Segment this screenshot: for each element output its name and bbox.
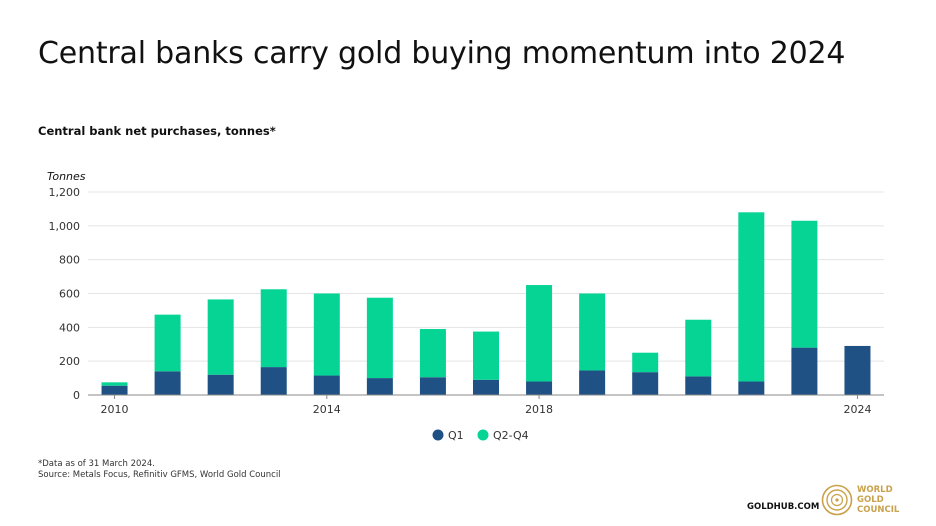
logo-line-1: WORLD	[857, 485, 893, 495]
x-tick-label: 2018	[525, 403, 553, 416]
bar-q1-2024	[844, 345, 871, 395]
logo-line-2: GOLD	[857, 495, 884, 505]
bar-q2-q4-2020	[632, 352, 659, 373]
bar-q2-q4-2010	[101, 382, 128, 386]
logo-line-3: COUNCIL	[857, 505, 900, 515]
legend-label: Q1	[448, 429, 464, 442]
bar-q1-2021	[685, 376, 712, 395]
footnote-date: *Data as of 31 March 2024.	[38, 459, 155, 469]
x-tick-label: 2010	[101, 403, 129, 416]
bar-q2-q4-2018	[526, 285, 553, 382]
y-tick-label: 400	[59, 321, 80, 334]
bar-q2-q4-2011	[154, 314, 181, 372]
bar-q1-2023	[791, 347, 818, 395]
bar-q2-q4-2015	[366, 297, 393, 379]
y-axis-ticks: 0 200 400 600 800 1,000 1,200	[49, 186, 81, 402]
bar-q1-2020	[632, 372, 659, 395]
bar-q2-q4-2013	[260, 289, 287, 368]
y-axis-unit-label: Tonnes	[47, 170, 86, 183]
x-axis-ticks: 2010 2014 2018 2024	[101, 395, 871, 416]
legend: Q1 Q2-Q4	[432, 429, 529, 442]
y-tick-label: 1,000	[49, 220, 81, 233]
world-gold-council-wordmark: WORLD GOLD COUNCIL	[857, 485, 899, 515]
bar-q1-2010	[101, 385, 128, 395]
bar-q1-2012	[207, 374, 234, 395]
x-tick-label: 2014	[313, 403, 341, 416]
bar-q2-q4-2012	[207, 299, 234, 375]
x-tick-label: 2024	[843, 403, 871, 416]
footnote-source: Source: Metals Focus, Refinitiv GFMS, Wo…	[38, 470, 281, 480]
bar-q2-q4-2023	[791, 220, 818, 348]
bar-q1-2018	[526, 381, 553, 395]
chart-subtitle: Central bank net purchases, tonnes*	[38, 124, 276, 138]
bar-q2-q4-2022	[738, 212, 765, 382]
bar-q1-2013	[260, 367, 287, 395]
bar-q2-q4-2016	[419, 329, 446, 378]
bar-q2-q4-2021	[685, 319, 712, 377]
y-tick-label: 800	[59, 254, 80, 267]
legend-label: Q2-Q4	[493, 429, 529, 442]
goldhub-link[interactable]: GOLDHUB.COM	[747, 502, 820, 512]
bar-q2-q4-2017	[473, 331, 499, 380]
bar-q1-2014	[313, 375, 340, 395]
bar-q2-q4-2014	[313, 293, 340, 376]
bar-q1-2017	[473, 379, 499, 395]
y-tick-label: 600	[59, 288, 80, 301]
world-gold-council-logo-icon	[821, 484, 853, 516]
bar-q1-2011	[154, 371, 181, 395]
bar-q1-2019	[579, 370, 606, 395]
footnote: *Data as of 31 March 2024. Source: Metal…	[38, 459, 281, 481]
bars	[101, 212, 871, 395]
bar-q1-2022	[738, 381, 765, 395]
y-tick-label: 0	[73, 389, 80, 402]
y-tick-label: 200	[59, 355, 80, 368]
legend-swatch-q1	[432, 429, 444, 441]
bar-q1-2015	[366, 378, 393, 395]
bar-q1-2016	[419, 377, 446, 395]
legend-swatch-q2-q4	[477, 429, 489, 441]
y-tick-label: 1,200	[49, 186, 81, 199]
bar-q2-q4-2019	[579, 293, 606, 371]
chart-title: Central banks carry gold buying momentum…	[38, 36, 846, 71]
